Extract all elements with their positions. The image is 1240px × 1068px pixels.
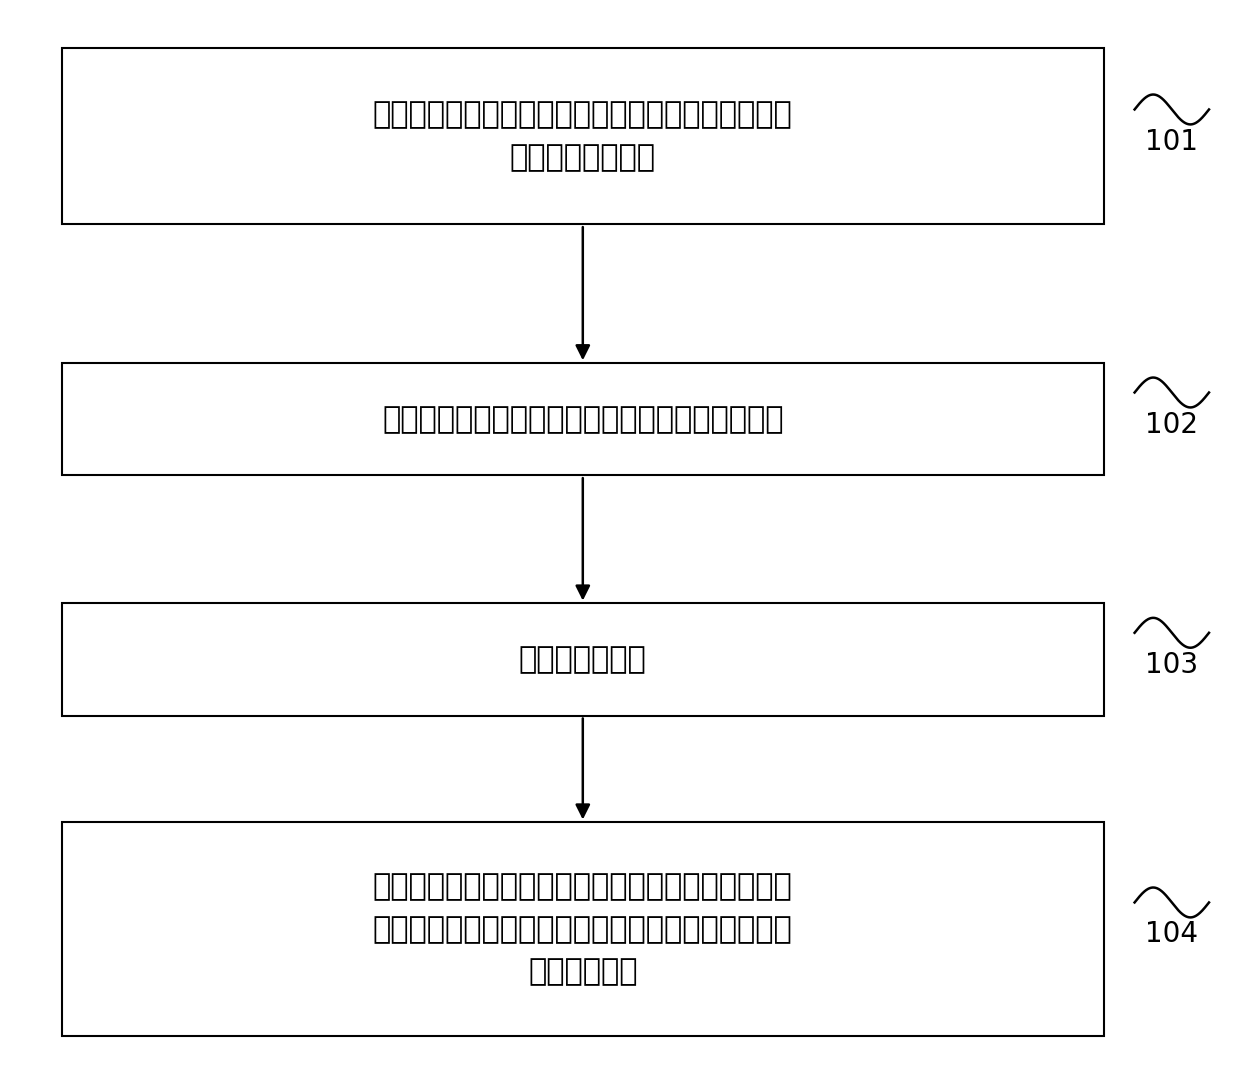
Text: 103: 103 [1146,650,1198,679]
FancyBboxPatch shape [62,822,1104,1036]
Text: 将所述最大差值的预定倍数，作为缓存区的缓存量: 将所述最大差值的预定倍数，作为缓存区的缓存量 [382,405,784,434]
FancyBboxPatch shape [62,48,1104,224]
Text: 104: 104 [1146,921,1198,948]
Text: 通过所述目标应用对应的多个加速核对所述待处理数
据进行滑动窗口聚合操作，其中，所述多个加速核共
用所述缓存区: 通过所述目标应用对应的多个加速核对所述待处理数 据进行滑动窗口聚合操作，其中，所… [373,871,792,987]
Text: 101: 101 [1146,127,1198,156]
Text: 102: 102 [1146,410,1198,439]
FancyBboxPatch shape [62,363,1104,475]
Text: 确定目标应用对应的多个加速核的滑动窗口大小与滑
动距离的最大差值: 确定目标应用对应的多个加速核的滑动窗口大小与滑 动距离的最大差值 [373,100,792,172]
FancyBboxPatch shape [62,603,1104,716]
Text: 获取待处理数据: 获取待处理数据 [518,645,647,674]
